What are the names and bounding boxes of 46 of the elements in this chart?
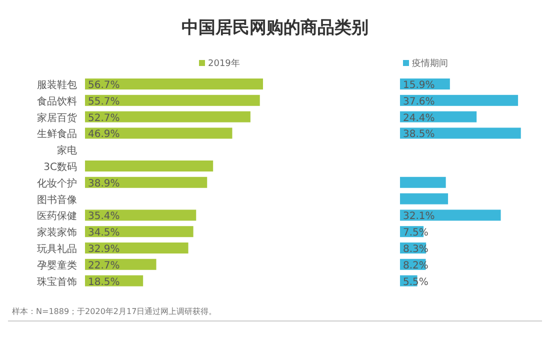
bar xyxy=(400,193,448,204)
y-tick-label: 生鲜食品 xyxy=(37,128,77,140)
data-label: 22.7% xyxy=(88,260,120,272)
bar xyxy=(85,160,214,172)
y-tick-label: 家居百货 xyxy=(37,112,77,124)
data-label: 32.9% xyxy=(88,244,120,255)
data-label: 24.4% xyxy=(403,112,435,124)
y-tick-label: 食品饮料 xyxy=(37,95,77,108)
y-tick-label: 玩具礼品 xyxy=(37,243,77,255)
bar xyxy=(400,128,521,139)
legend-label: 2019年 xyxy=(208,58,240,69)
data-label: 38.5% xyxy=(403,129,435,140)
y-tick-label: 珠宝首饰 xyxy=(37,276,77,288)
bar xyxy=(85,128,232,139)
chart-title: 中国居民网购的商品类别 xyxy=(182,18,368,38)
data-label: 46.9% xyxy=(88,129,120,140)
y-tick-label: 家装家饰 xyxy=(37,226,77,239)
bar xyxy=(85,242,188,254)
bar xyxy=(400,210,501,221)
y-tick-label: 图书音像 xyxy=(37,194,77,206)
bar xyxy=(85,176,208,188)
y-tick-label: 家电 xyxy=(57,144,77,157)
bar xyxy=(85,111,250,122)
data-label: 37.6% xyxy=(403,96,435,108)
bar xyxy=(400,94,518,106)
bar xyxy=(85,94,260,106)
data-label: 52.7% xyxy=(88,112,120,124)
data-label: 38.9% xyxy=(88,178,120,190)
y-tick-label: 服装鞋包 xyxy=(37,79,77,91)
data-label: 15.9% xyxy=(403,80,435,91)
y-tick-label: 3C数码 xyxy=(44,162,77,173)
data-label: 35.4% xyxy=(88,211,120,222)
bar xyxy=(85,226,194,238)
y-tick-label: 化妆个护 xyxy=(37,177,77,190)
bar xyxy=(85,210,196,221)
data-label: 56.7% xyxy=(88,80,120,91)
data-label: 55.7% xyxy=(88,96,120,108)
y-tick-label: 孕婴童类 xyxy=(37,259,77,272)
text: 样本：N=1889；于2020年2月17日通过网上调研获得。 xyxy=(12,307,217,316)
bar xyxy=(400,176,446,188)
legend-label: 疫情期间 xyxy=(412,58,448,69)
y-tick-label: 医药保健 xyxy=(37,210,77,222)
data-label: 18.5% xyxy=(88,276,120,288)
data-label: 34.5% xyxy=(88,228,120,239)
data-label: 32.1% xyxy=(403,211,435,222)
bar xyxy=(85,78,263,90)
